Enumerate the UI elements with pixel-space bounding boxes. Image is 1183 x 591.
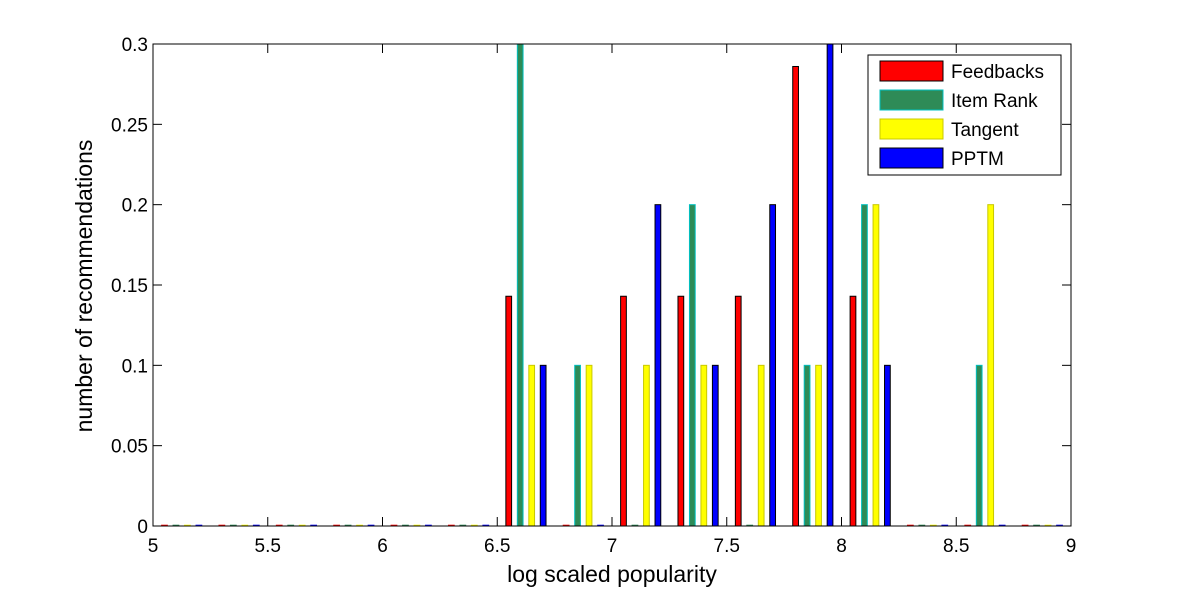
- bar: [700, 364, 708, 527]
- legend-label: PPTM: [951, 149, 1004, 170]
- x-tick-label: 6.5: [484, 536, 510, 557]
- legend-label: Feedbacks: [951, 62, 1044, 83]
- x-axis-label: log scaled popularity: [507, 561, 717, 587]
- bar: [815, 364, 822, 527]
- bar: [505, 295, 513, 527]
- bar: [803, 364, 811, 527]
- bar: [654, 204, 662, 527]
- bar: [539, 364, 547, 527]
- bar: [734, 295, 742, 527]
- bar: [574, 364, 581, 527]
- bar: [677, 295, 685, 527]
- bar: [872, 204, 880, 527]
- x-tick-label: 5: [148, 536, 159, 557]
- bar: [585, 364, 593, 527]
- legend-swatch: [879, 118, 944, 140]
- bar: [620, 295, 627, 527]
- bar: [528, 364, 536, 527]
- legend-swatch: [879, 89, 944, 111]
- bar: [975, 364, 983, 527]
- legend-label: Tangent: [951, 120, 1019, 141]
- y-tick-label: 0: [137, 517, 148, 538]
- bar: [643, 364, 650, 527]
- x-tick-label: 8: [836, 536, 847, 557]
- x-tick-label: 5.5: [255, 536, 281, 557]
- y-tick-label: 0.05: [111, 437, 148, 458]
- bar: [861, 204, 868, 527]
- x-tick-label: 7: [607, 536, 618, 557]
- bar: [987, 204, 995, 527]
- legend: Feedbacks Item Rank Tangent PPTM: [867, 54, 1062, 176]
- bar: [849, 295, 857, 527]
- y-tick-label: 0.25: [111, 115, 148, 136]
- bar: [688, 204, 696, 527]
- legend-swatch: [879, 147, 944, 169]
- x-tick-label: 8.5: [943, 536, 969, 557]
- bar: [516, 43, 524, 527]
- legend-label: Item Rank: [951, 91, 1038, 112]
- y-tick-label: 0.15: [111, 276, 148, 297]
- y-tick-label: 0.2: [122, 196, 148, 217]
- x-tick-label: 6: [377, 536, 388, 557]
- y-axis-label: number of recommendations: [71, 140, 97, 433]
- bar: [757, 364, 765, 527]
- bar: [792, 65, 799, 527]
- x-tick-label: 7.5: [714, 536, 740, 557]
- bar: [884, 364, 891, 527]
- x-tick-label: 9: [1066, 536, 1077, 557]
- bar: [769, 204, 777, 527]
- bar: [711, 364, 719, 527]
- legend-swatch: [879, 60, 944, 82]
- y-tick-label: 0.1: [122, 356, 148, 377]
- axes-group: 5 5.5 6 6.5 7 7.5 8 8.5 9 0 0.05 0.1 0.15 0.2 0.25 0.3: [111, 35, 1076, 557]
- bar: [826, 43, 834, 527]
- y-tick-label: 0.3: [122, 35, 148, 56]
